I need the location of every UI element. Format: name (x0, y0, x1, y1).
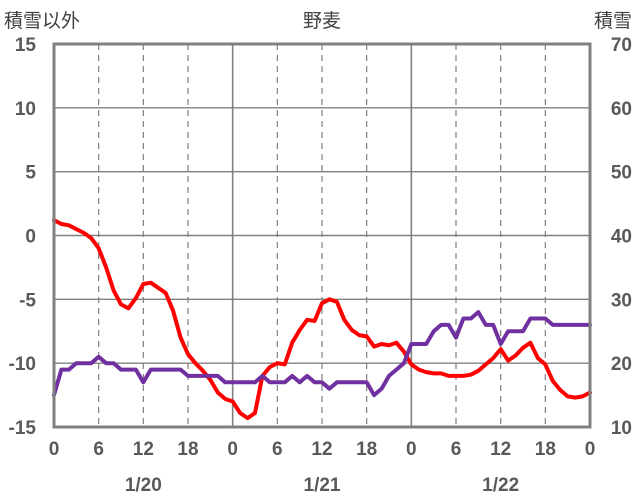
right-tick-label: 70 (611, 35, 632, 56)
left-tick-label: -10 (9, 354, 36, 375)
right-axis-label: 積雪 (594, 10, 632, 32)
left-tick-label: -15 (9, 418, 37, 439)
x-tick-label: 0 (49, 439, 60, 460)
x-tick-label: 12 (490, 439, 511, 460)
x-tick-label: 6 (451, 439, 462, 460)
x-tick-label: 0 (227, 439, 238, 460)
x-tick-label: 18 (535, 439, 556, 460)
x-tick-label: 12 (311, 439, 332, 460)
left-axis-label: 積雪以外 (4, 10, 80, 32)
right-tick-label: 50 (611, 163, 632, 184)
left-tick-label: -5 (19, 290, 36, 311)
date-label: 1/21 (304, 475, 341, 496)
right-tick-label: 40 (611, 227, 632, 248)
series-lines (52, 218, 592, 421)
temperature-line (52, 218, 592, 421)
chart-title: 野麦 (303, 10, 341, 32)
left-tick-label: 0 (25, 227, 36, 248)
snow-depth-line (52, 310, 592, 398)
x-tick-label: 6 (272, 439, 283, 460)
x-tick-label: 12 (133, 439, 154, 460)
x-tick-label: 0 (406, 439, 417, 460)
left-tick-label: 15 (15, 35, 37, 56)
x-tick-label: 0 (585, 439, 596, 460)
right-tick-label: 10 (611, 418, 632, 439)
right-tick-label: 30 (611, 290, 632, 311)
x-tick-label: 6 (93, 439, 104, 460)
right-tick-label: 20 (611, 354, 632, 375)
plot-frame (52, 42, 592, 429)
date-label: 1/22 (482, 475, 519, 496)
left-tick-label: 10 (15, 99, 36, 120)
right-tick-label: 60 (611, 99, 632, 120)
x-tick-label: 18 (356, 439, 377, 460)
grid-lines (54, 44, 590, 427)
date-label: 1/20 (125, 475, 162, 496)
x-tick-label: 18 (177, 439, 198, 460)
left-tick-label: 5 (25, 163, 36, 184)
